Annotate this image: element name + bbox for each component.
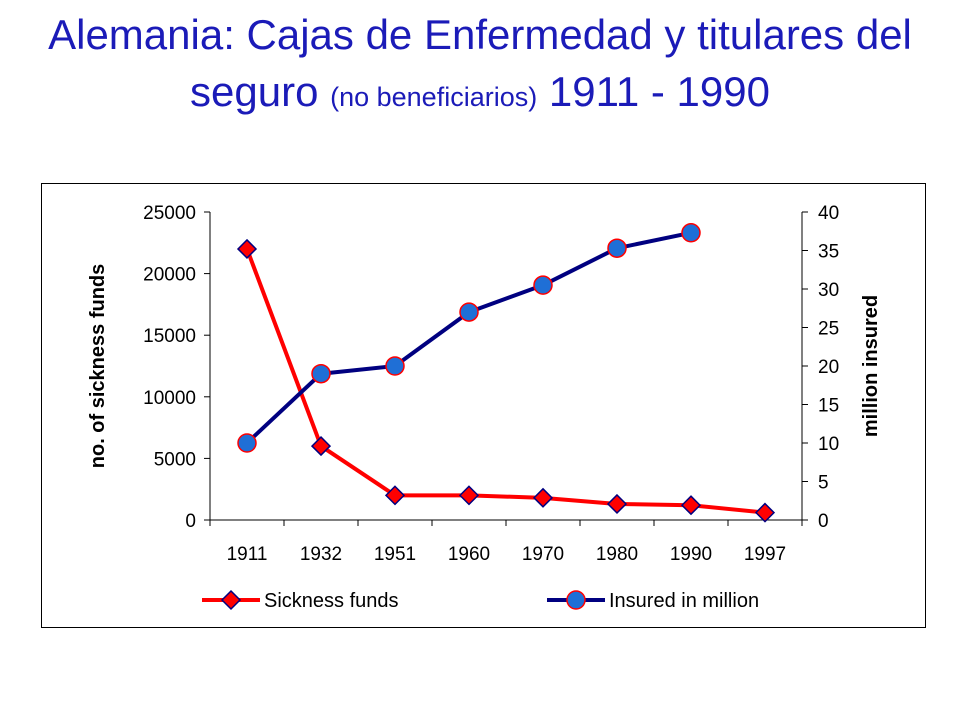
slide-title: Alemania: Cajas de Enfermedad y titulare… bbox=[20, 6, 940, 126]
right-tick-label: 0 bbox=[818, 511, 829, 532]
legend-sickness-funds-marker bbox=[220, 589, 242, 611]
x-tick-label: 1970 bbox=[522, 544, 564, 565]
x-tick-label: 1990 bbox=[670, 544, 712, 565]
insured-in-million-point bbox=[681, 223, 701, 243]
x-tick-label: 1911 bbox=[227, 544, 268, 565]
legend-sickness-funds-label: Sickness funds bbox=[264, 590, 399, 612]
sickness-funds-point bbox=[384, 485, 406, 506]
sickness-funds-point bbox=[532, 487, 554, 508]
x-tick-label: 1960 bbox=[448, 544, 490, 565]
right-tick-label: 15 bbox=[818, 396, 839, 417]
legend: Sickness funds Insured in million bbox=[202, 589, 759, 612]
left-tick-label: 25000 bbox=[143, 203, 196, 224]
x-tick-label: 1980 bbox=[596, 544, 638, 565]
title-main: Alemania: Cajas de Enfermedad y titulare… bbox=[48, 11, 912, 115]
insured-in-million-line bbox=[245, 230, 692, 445]
sickness-funds-line bbox=[245, 248, 766, 515]
axes bbox=[209, 212, 803, 521]
x-tick-label: 1997 bbox=[744, 544, 786, 565]
right-tick-label: 25 bbox=[818, 319, 839, 340]
x-tick-label: 1951 bbox=[374, 544, 416, 565]
insured-in-million-point bbox=[533, 275, 553, 295]
sickness-funds-point bbox=[236, 238, 258, 260]
insured-in-million-point bbox=[237, 433, 257, 453]
right-tick-label: 35 bbox=[818, 242, 839, 263]
legend-insured-in-million-label: Insured in million bbox=[609, 590, 759, 612]
legend-insured-in-million-marker bbox=[566, 590, 586, 610]
title-sub: (no beneficiarios) bbox=[330, 82, 538, 112]
right-tick-label: 20 bbox=[818, 357, 839, 378]
left-tick-label: 15000 bbox=[143, 326, 196, 347]
left-axis-label: no. of sickness funds bbox=[87, 264, 109, 468]
sickness-funds-point bbox=[458, 485, 480, 506]
left-tick-label: 20000 bbox=[143, 265, 196, 286]
sickness-funds-point bbox=[310, 436, 332, 457]
right-tick-label: 30 bbox=[818, 280, 839, 301]
sickness-funds-point bbox=[680, 495, 702, 516]
x-tick-label: 1932 bbox=[300, 544, 342, 565]
right-tick-label: 40 bbox=[818, 203, 839, 224]
series bbox=[236, 223, 776, 523]
left-tick-label: 0 bbox=[185, 511, 196, 532]
right-tick-label: 10 bbox=[818, 434, 839, 455]
left-tick-label: 5000 bbox=[154, 449, 196, 470]
insured-in-million-point bbox=[385, 356, 405, 376]
chart: 0 5000 10000 15000 20000 25000 0 5 10 15 20 25 30 35 4… bbox=[87, 203, 882, 612]
sickness-funds-point bbox=[754, 502, 776, 523]
ticks: 0 5000 10000 15000 20000 25000 0 5 10 15 20 25 30 35 4… bbox=[143, 203, 839, 565]
right-tick-label: 5 bbox=[818, 473, 829, 494]
insured-in-million-point bbox=[459, 302, 479, 322]
right-axis-label: million insured bbox=[860, 295, 882, 437]
insured-in-million-point bbox=[607, 238, 627, 258]
insured-in-million-point bbox=[311, 363, 331, 384]
chart-frame: 0 5000 10000 15000 20000 25000 0 5 10 15 20 25 30 35 4… bbox=[41, 183, 926, 628]
sickness-funds-point bbox=[606, 493, 628, 515]
left-tick-label: 10000 bbox=[143, 388, 196, 409]
title-years: 1911 - 1990 bbox=[548, 68, 770, 115]
